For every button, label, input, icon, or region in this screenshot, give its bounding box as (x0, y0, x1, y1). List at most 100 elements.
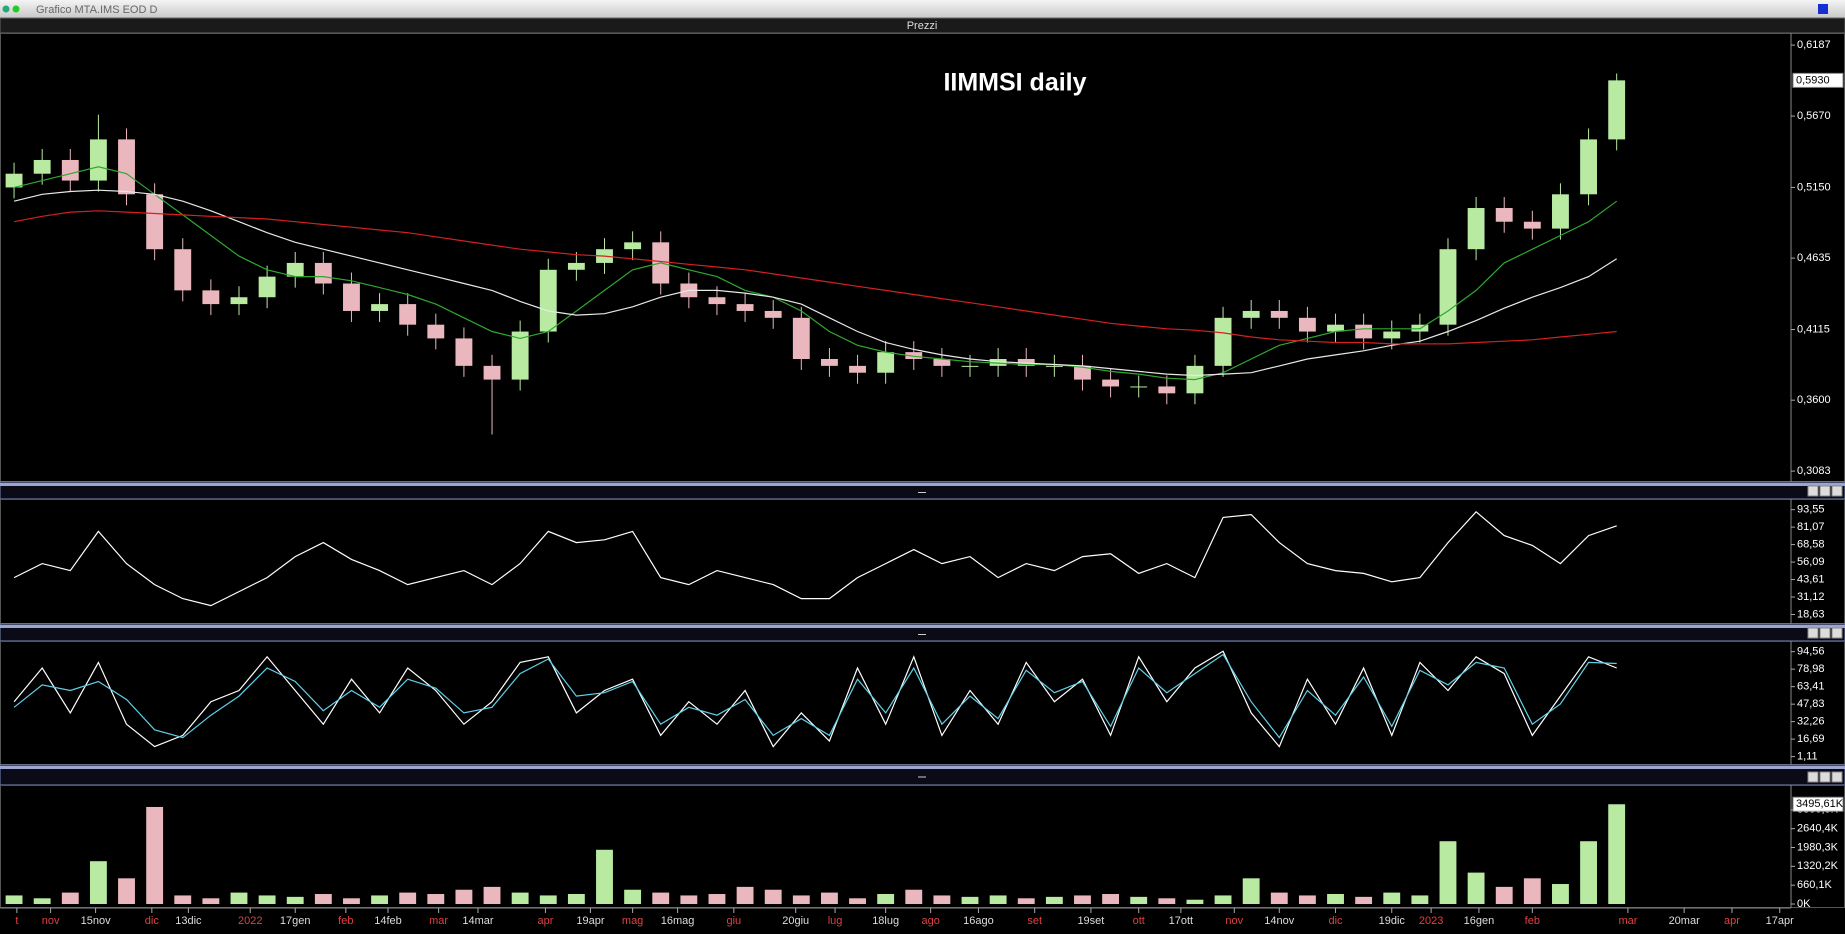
y-tick-label: 47,83 (1797, 698, 1825, 710)
candle-body (33, 159, 51, 174)
volume-bar (1355, 896, 1373, 904)
panel-button[interactable] (1831, 627, 1843, 639)
volume-bar (933, 895, 951, 904)
volume-bar (820, 892, 838, 904)
x-tick-label: 18lug (872, 915, 899, 927)
volume-bar (455, 889, 473, 904)
volume-bar (1045, 896, 1063, 904)
panel-button[interactable] (1831, 771, 1843, 783)
candle-body (1270, 310, 1288, 318)
x-tick-label: apr (538, 915, 554, 927)
y-tick-label: 32,26 (1797, 716, 1825, 728)
candle-body (427, 324, 445, 339)
last-value-box (1792, 796, 1844, 812)
x-tick-label: nov (42, 915, 60, 927)
volume-bar (1242, 878, 1260, 904)
volume-bar (1158, 898, 1176, 904)
x-tick-label: set (1027, 915, 1042, 927)
indicator-line (13, 210, 1617, 345)
x-tick-label: ott (1133, 915, 1145, 927)
last-value-label: 3495,61K (1796, 798, 1844, 810)
volume-bar (230, 892, 248, 904)
y-tick-label: 0K (1797, 898, 1811, 910)
x-tick-label: 2022 (238, 915, 262, 927)
volume-bar (764, 889, 782, 904)
window-title: Grafico MTA.IMS EOD D (36, 4, 157, 16)
candle-body (1523, 221, 1541, 229)
window-icon (12, 5, 20, 13)
candle-body (736, 304, 754, 311)
candle-body (961, 365, 979, 367)
candle-body (1355, 324, 1373, 339)
x-tick-label: mar (429, 915, 448, 927)
candle-body (1608, 80, 1626, 140)
x-tick-label: 17ott (1169, 915, 1193, 927)
volume-bar (792, 895, 810, 904)
panel-button[interactable] (1807, 485, 1819, 497)
y-tick-label: 1980,3K (1797, 841, 1839, 853)
candle-body (1130, 386, 1148, 388)
candle-body (174, 249, 192, 291)
x-tick-label: 17gen (280, 915, 311, 927)
y-tick-label: 78,98 (1797, 663, 1825, 675)
candle-body (905, 352, 923, 359)
x-tick-label: feb (338, 915, 353, 927)
volume-bar (371, 895, 389, 904)
volume-bar (61, 892, 79, 904)
x-tick-label: 14feb (374, 915, 402, 927)
x-tick-label: 13dic (175, 915, 202, 927)
panel-button[interactable] (1819, 485, 1831, 497)
x-tick-label: mar (1618, 915, 1637, 927)
x-tick-label: giu (726, 915, 741, 927)
window-button[interactable] (1818, 4, 1828, 14)
candle-body (820, 359, 838, 366)
candle-body (849, 365, 866, 373)
candle-body (1242, 310, 1260, 318)
x-tick-label: 16gen (1464, 915, 1495, 927)
volume-bar (1495, 886, 1513, 904)
candle-body (1214, 317, 1232, 366)
candle-body (1580, 139, 1597, 195)
panel-button[interactable] (1807, 627, 1819, 639)
candle-body (1552, 194, 1569, 229)
volume-bar (286, 896, 304, 904)
indicator-line (13, 510, 1617, 607)
panel-title: Prezzi (907, 20, 938, 32)
candle-body (1298, 317, 1316, 332)
volume-bar (399, 892, 417, 904)
volume-bar (1214, 895, 1232, 904)
volume-bar (202, 898, 220, 904)
title-bar (0, 0, 1845, 18)
y-tick-label: 63,41 (1797, 681, 1825, 693)
volume-bar (427, 894, 445, 904)
panel-button[interactable] (1807, 771, 1819, 783)
x-tick-label: 19set (1077, 915, 1104, 927)
panel-button[interactable] (1831, 485, 1843, 497)
volume-bar (483, 886, 501, 904)
y-tick-label: 0,4635 (1797, 252, 1831, 264)
x-tick-label: apr (1724, 915, 1740, 927)
panel-button[interactable] (1819, 627, 1831, 639)
y-tick-label: 31,12 (1797, 591, 1825, 603)
panel-button[interactable] (1819, 771, 1831, 783)
volume-bar (33, 898, 51, 904)
x-tick-label: t (15, 915, 18, 927)
x-tick-label: 15nov (81, 915, 111, 927)
volume-bar (905, 889, 923, 904)
y-tick-label: 81,07 (1797, 521, 1825, 533)
panel-frame (0, 499, 1845, 624)
candle-body (455, 338, 473, 366)
volume-bar (736, 886, 754, 904)
y-tick-label: 16,69 (1797, 733, 1825, 745)
panel-frame (0, 641, 1845, 765)
window-icon (2, 5, 10, 13)
y-tick-label: 93,55 (1797, 504, 1825, 516)
volume-bar (258, 895, 276, 904)
x-tick-label: ago (921, 915, 939, 927)
x-tick-label: 19dic (1379, 915, 1406, 927)
candle-body (399, 304, 417, 325)
volume-bar (1327, 894, 1344, 904)
volume-bar (1130, 896, 1148, 904)
candle-body (567, 262, 585, 270)
